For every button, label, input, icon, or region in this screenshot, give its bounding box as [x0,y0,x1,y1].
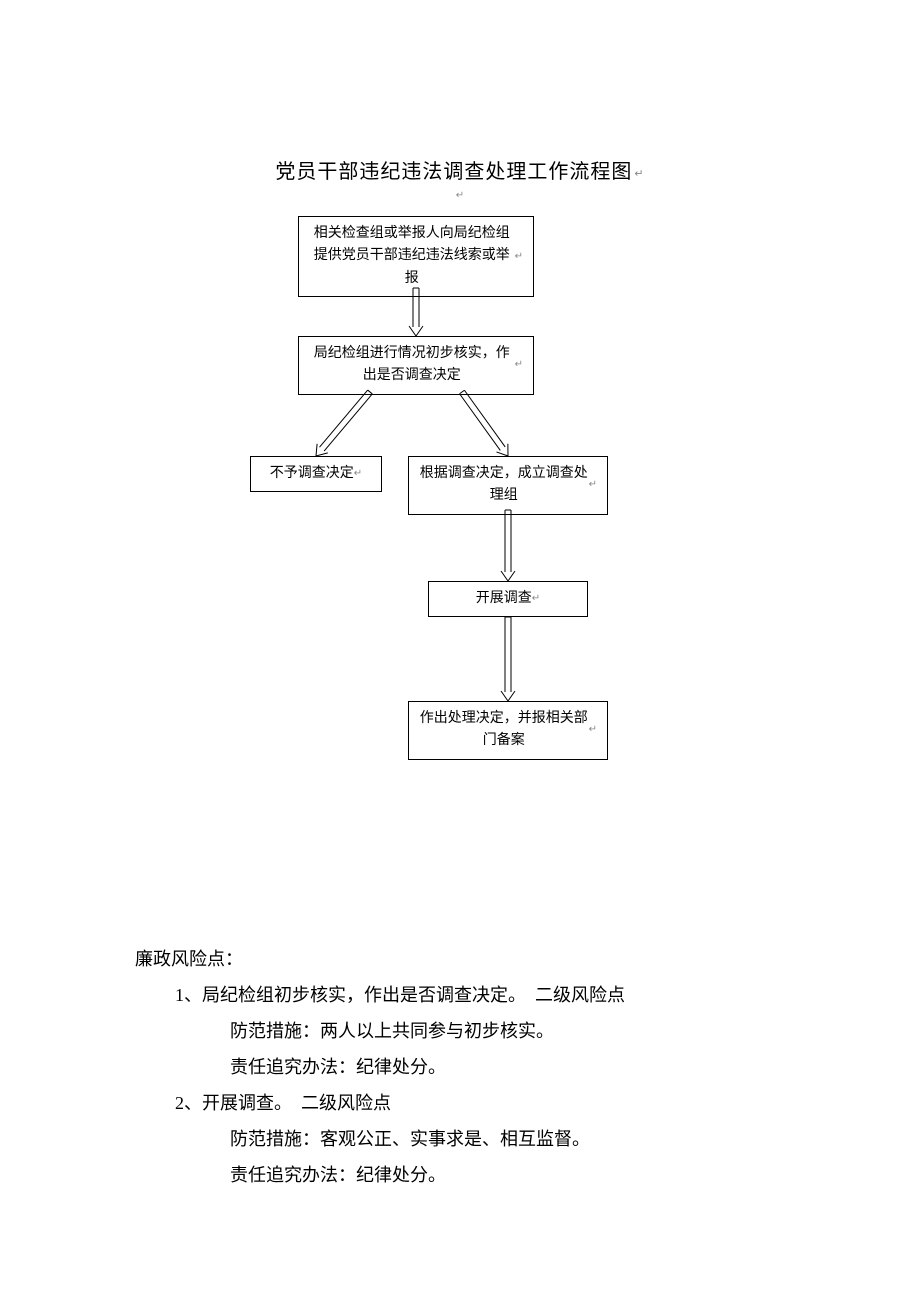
risk-heading: 廉政风险点： [135,941,800,977]
risk-measure: 防范措施：客观公正、实事求是、相互监督。 [135,1121,800,1157]
return-marker-icon: ↵ [634,168,644,180]
risk-heading-text: 廉政风险点： [135,949,243,969]
flowchart-edges [0,201,920,921]
risk-item: 1、局纪检组初步核实，作出是否调查决定。 二级风险点 [165,977,800,1013]
risk-items: 1、局纪检组初步核实，作出是否调查决定。 二级风险点防范措施：两人以上共同参与初… [135,977,800,1193]
flowchart-edge [460,390,508,456]
risk-accountability: 责任追究办法：纪律处分。 [135,1157,800,1193]
flowchart-edge [316,390,372,456]
risk-measure: 防范措施：两人以上共同参与初步核实。 [135,1013,800,1049]
risk-section: 廉政风险点： 1、局纪检组初步核实，作出是否调查决定。 二级风险点防范措施：两人… [0,941,920,1193]
flowchart-edge [409,288,423,336]
title-text: 党员干部违纪违法调查处理工作流程图 [275,161,632,183]
return-marker-icon: ↵ [0,190,920,201]
flowchart-container: 相关检查组或举报人向局纪检组提供党员干部违纪违法线索或举报↵局纪检组进行情况初步… [0,201,920,921]
page-title: 党员干部违纪违法调查处理工作流程图↵ [0,0,920,184]
flowchart-edge [501,617,515,701]
risk-item: 2、开展调查。 二级风险点 [165,1085,800,1121]
risk-accountability: 责任追究办法：纪律处分。 [135,1049,800,1085]
flowchart-edge [501,510,515,581]
